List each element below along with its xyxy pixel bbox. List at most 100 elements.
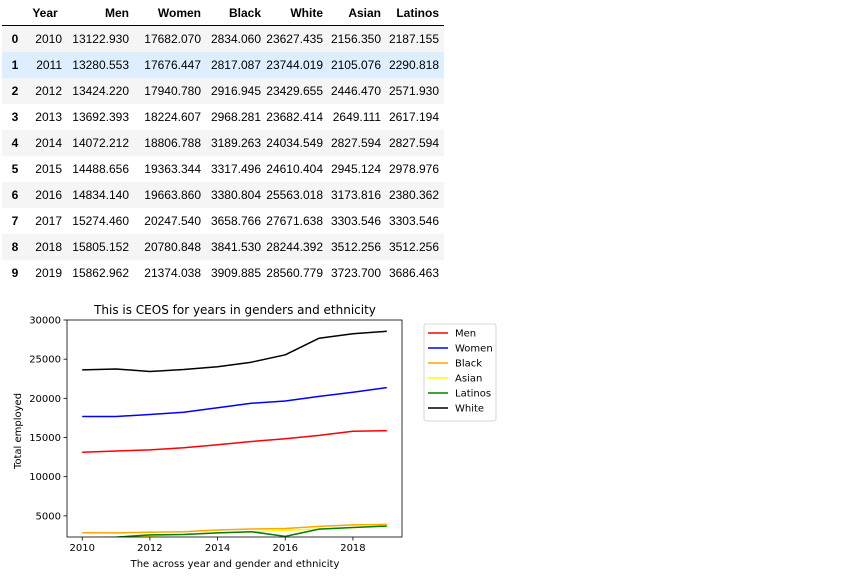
legend-label-black: Black [455, 359, 482, 370]
line-chart: This is CEOS for years in genders and et… [13, 303, 497, 570]
cell-white: 28244.392 [266, 240, 323, 254]
row-index: 1 [11, 58, 19, 72]
cell-year: 2019 [35, 266, 62, 280]
cell-men: 14072.212 [72, 136, 129, 150]
cell-latinos: 3512.256 [388, 240, 439, 254]
cell-white: 23627.435 [266, 32, 323, 46]
cell-asian: 3512.256 [330, 240, 381, 254]
column-header-women: Women [134, 0, 205, 26]
cell-latinos: 3686.463 [388, 266, 439, 280]
cell-latinos: 3303.546 [388, 214, 439, 228]
row-index: 7 [11, 214, 19, 228]
cell-white: 25563.018 [266, 188, 323, 202]
legend-label-white: White [455, 404, 484, 415]
row-index: 8 [11, 240, 19, 254]
table-row: 9 2019 15862.962 21374.038 3909.885 28560.779… [2, 260, 444, 286]
cell-women: 19363.344 [144, 162, 201, 176]
cell-year: 2017 [35, 214, 62, 228]
cell-asian: 3303.546 [330, 214, 381, 228]
series-line-women [82, 386, 387, 418]
cell-white: 27671.638 [266, 214, 323, 228]
x-tick-label: 2010 [70, 543, 95, 554]
cell-white: 28560.779 [266, 266, 323, 280]
series-line-white [82, 330, 387, 373]
cell-year: 2016 [35, 188, 62, 202]
column-header-year: Year [28, 0, 64, 26]
series-line-latinos [88, 525, 387, 537]
cell-black: 3380.804 [210, 188, 261, 202]
x-tick-label: 2016 [273, 543, 298, 554]
cell-black: 2834.060 [210, 32, 261, 46]
table-row: 7 2017 15274.460 20247.540 3658.766 27671.638… [2, 208, 444, 234]
cell-latinos: 2827.594 [388, 136, 439, 150]
row-index: 2 [11, 84, 19, 98]
legend-label-women: Women [455, 344, 493, 355]
cell-women: 18224.607 [144, 110, 201, 124]
cell-women: 17682.070 [144, 32, 201, 46]
y-tick-label: 15000 [29, 433, 61, 444]
cell-year: 2013 [35, 110, 62, 124]
table-row: 8 2018 15805.152 20780.848 3841.530 28244.392… [2, 234, 444, 260]
row-index: 3 [11, 110, 19, 124]
cell-latinos: 2571.930 [388, 84, 439, 98]
chart-title: This is CEOS for years in genders and et… [93, 303, 376, 317]
cell-year: 2015 [35, 162, 62, 176]
cell-women: 17940.780 [144, 84, 201, 98]
cell-year: 2014 [35, 136, 62, 150]
x-axis-label: The across year and gender and ethnicity [130, 559, 340, 570]
column-header-asian: Asian [327, 0, 386, 26]
table-header-row: Year Men Women Black White Asian Latinos [2, 0, 444, 26]
cell-white: 24610.404 [266, 162, 323, 176]
series-line-men [82, 429, 387, 453]
legend-label-men: Men [455, 329, 476, 340]
cell-asian: 2446.470 [330, 84, 381, 98]
cell-latinos: 2380.362 [388, 188, 439, 202]
cell-black: 3658.766 [210, 214, 261, 228]
table-row: 3 2013 13692.393 18224.607 2968.281 23682.414… [2, 104, 444, 130]
row-index: 9 [11, 266, 19, 280]
x-tick-label: 2014 [205, 543, 230, 554]
x-tick-label: 2012 [137, 543, 162, 554]
y-tick-label: 30000 [29, 316, 61, 327]
cell-black: 3841.530 [210, 240, 261, 254]
cell-men: 14834.140 [72, 188, 129, 202]
cell-black: 3909.885 [210, 266, 261, 280]
y-tick-label: 20000 [29, 394, 61, 405]
cell-latinos: 2978.976 [388, 162, 439, 176]
table-body: 0 2010 13122.930 17682.070 2834.060 23627.435… [2, 25, 444, 286]
row-index: 0 [11, 32, 19, 46]
table-row: 0 2010 13122.930 17682.070 2834.060 23627.435… [2, 25, 444, 52]
cell-latinos: 2617.194 [388, 110, 439, 124]
y-tick-label: 25000 [29, 355, 61, 366]
cell-year: 2012 [35, 84, 62, 98]
cell-latinos: 2187.155 [388, 32, 439, 46]
cell-white: 23682.414 [266, 110, 323, 124]
legend: Men Women Black Asian Latinos White [423, 323, 497, 422]
cell-asian: 2156.350 [330, 32, 381, 46]
cell-men: 13424.220 [72, 84, 129, 98]
cell-black: 2968.281 [210, 110, 261, 124]
table-row: 5 2015 14488.656 19363.344 3317.496 24610.404… [2, 156, 444, 182]
column-header-black: Black [205, 0, 266, 26]
cell-year: 2018 [35, 240, 62, 254]
cell-men: 14488.656 [72, 162, 129, 176]
cell-women: 17676.447 [144, 58, 201, 72]
cell-men: 15805.152 [72, 240, 129, 254]
cell-year: 2010 [35, 32, 62, 46]
cell-men: 13280.553 [72, 58, 129, 72]
x-tick-label: 2018 [340, 543, 365, 554]
cell-men: 15274.460 [72, 214, 129, 228]
cell-black: 2916.945 [210, 84, 261, 98]
cell-women: 18806.788 [144, 136, 201, 150]
series-group [82, 330, 387, 537]
cell-women: 19663.860 [144, 188, 201, 202]
cell-asian: 2827.594 [330, 136, 381, 150]
table-row: 1 2011 13280.553 17676.447 2817.087 23744.019… [2, 52, 444, 78]
cell-asian: 2649.111 [332, 110, 381, 124]
legend-label-latinos: Latinos [455, 389, 491, 400]
cell-black: 3189.263 [210, 136, 261, 150]
column-header-latinos: Latinos [386, 0, 444, 26]
axes-frame [66, 319, 403, 538]
cell-women: 20247.540 [144, 214, 201, 228]
table-row: 6 2016 14834.140 19663.860 3380.804 25563.018… [2, 182, 444, 208]
